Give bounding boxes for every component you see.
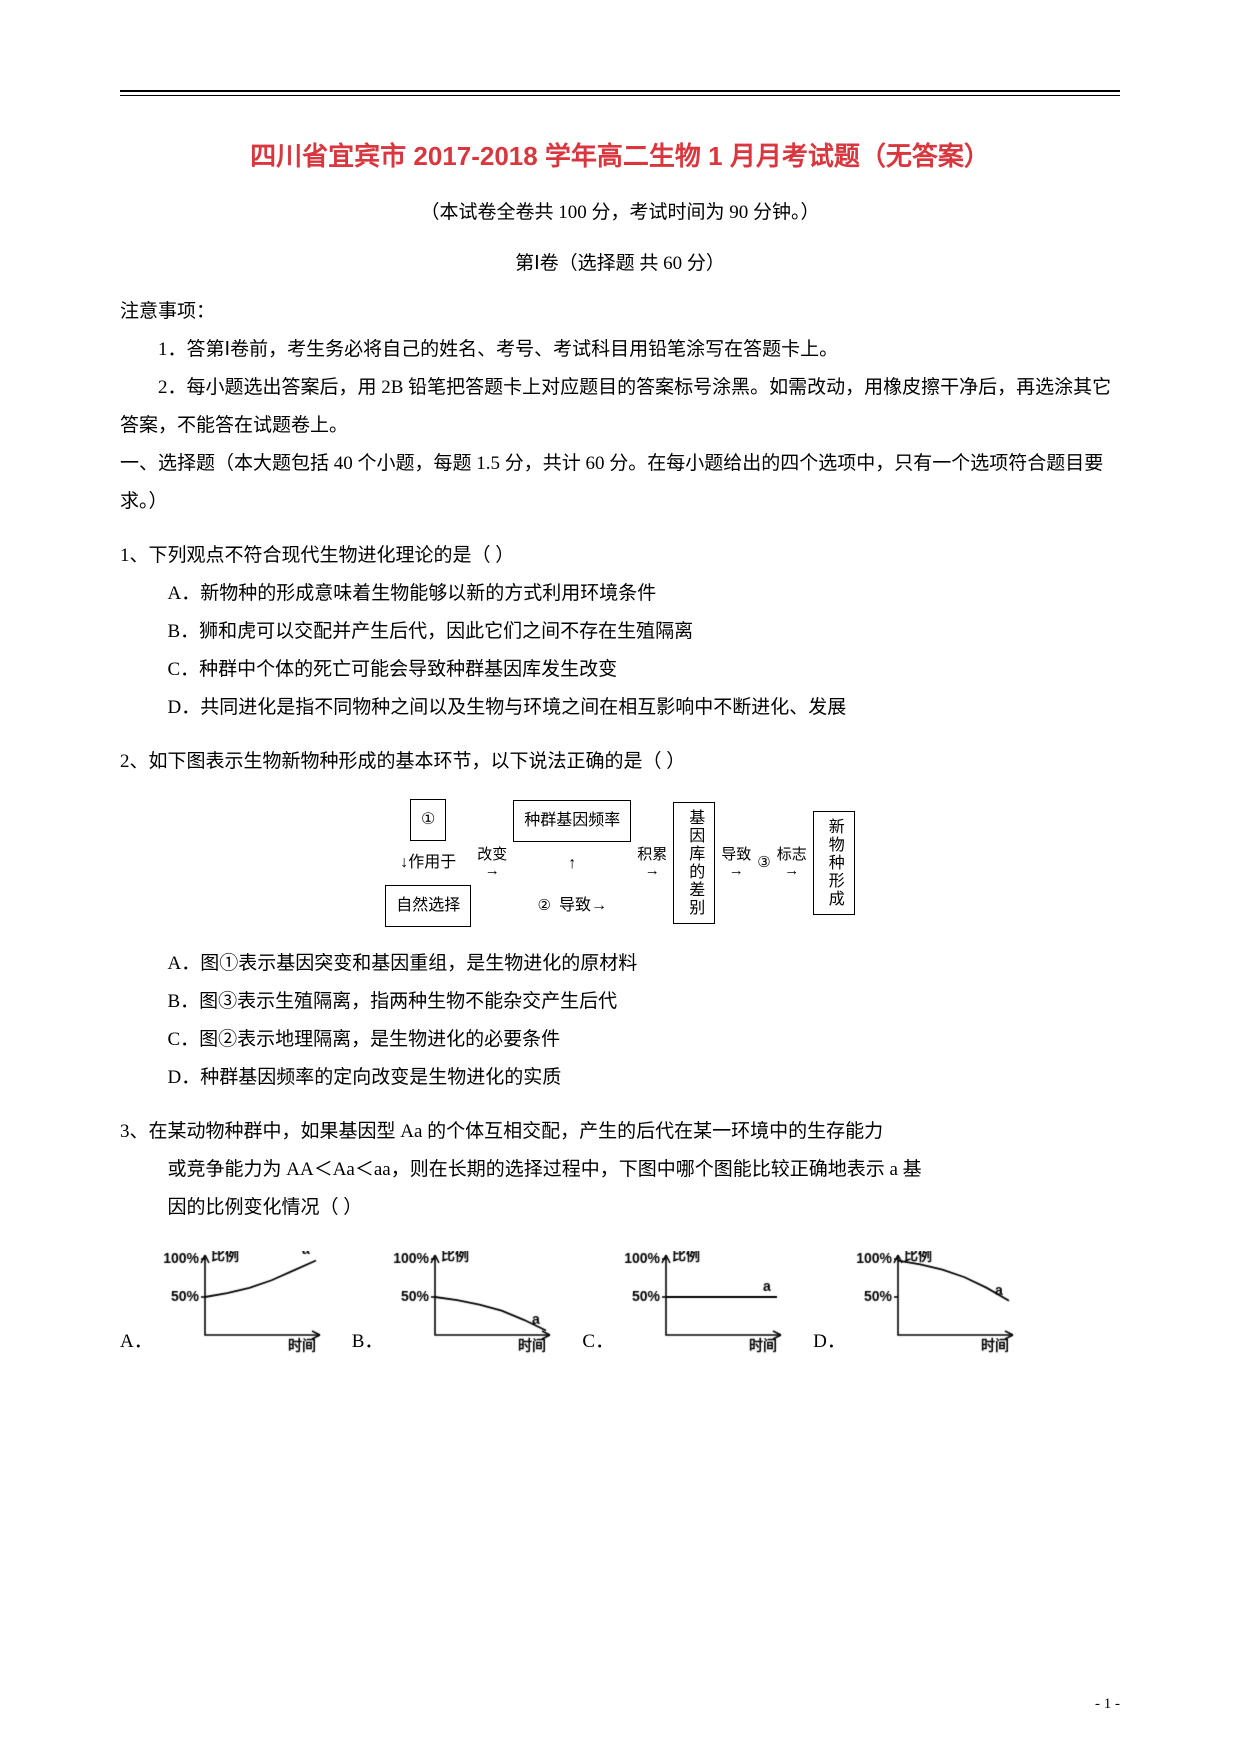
right-arrow-icon: → [784,863,799,880]
chart-D-canvas [852,1251,1017,1361]
q3-label-D: D． [813,1323,846,1361]
top-rule [120,90,1120,96]
q1-optA: A．新物种的形成意味着生物能够以新的方式利用环境条件 [120,575,1120,613]
chart-C-canvas [620,1251,785,1361]
diagram-box-gene-freq: 种群基因频率 [513,800,631,842]
q3-charts: A． B． C． D． [120,1251,1120,1361]
arrow-lead-label: 导致 [559,897,591,914]
q3-chart-C: C． [582,1251,785,1361]
q2-optB: B．图③表示生殖隔离，指两种生物不能杂交产生后代 [120,983,1120,1021]
diagram-box-1: ① [410,799,446,841]
q3-stem-3: 因的比例变化情况（ ） [120,1189,1120,1227]
q3-chart-A: A． [120,1251,324,1361]
question-2: 2、如下图表示生物新物种形成的基本环节，以下说法正确的是（ ） ① ↓作用于 自… [120,743,1120,1097]
q3-stem-2: 或竞争能力为 AA＜Aa＜aa，则在长期的选择过程中，下图中哪个图能比较正确地表… [120,1151,1120,1189]
diagram-center-row: ② 导致→ [528,886,617,926]
q3-label-A: A． [120,1323,153,1361]
diagram-box-gene-pool: 基因库的差别 [673,802,715,924]
diagram-box-new-species: 新物种形成 [813,811,855,915]
page-title: 四川省宜宾市 2017-2018 学年高二生物 1 月月考试题（无答案） [120,136,1120,173]
right-arrow-icon: → [729,863,744,880]
q2-optD: D．种群基因频率的定向改变是生物进化的实质 [120,1059,1120,1097]
question-3: 3、在某动物种群中，如果基因型 Aa 的个体互相交配，产生的后代在某一环境中的生… [120,1113,1120,1361]
circled-2: ② [538,898,551,914]
question-1: 1、下列观点不符合现代生物进化理论的是（ ） A．新物种的形成意味着生物能够以新… [120,537,1120,727]
arrow-change: 改变→ [477,847,507,880]
diagram-box-natural-selection: 自然选择 [385,885,471,927]
right-arrow-icon: → [485,863,500,880]
up-arrow-icon: ↑ [568,848,576,880]
diagram-label-actson: 作用于 [408,854,456,871]
q1-optB: B．狮和虎可以交配并产生后代，因此它们之间不存在生殖隔离 [120,613,1120,651]
q1-stem: 1、下列观点不符合现代生物进化理论的是（ ） [120,537,1120,575]
circled-3: ③ [757,848,770,878]
page-number: - 1 - [1095,1696,1120,1713]
q2-stem: 2、如下图表示生物新物种形成的基本环节，以下说法正确的是（ ） [120,743,1120,781]
arrow-lead: 导致→ [721,847,751,880]
instructions: 一、选择题（本大题包括 40 个小题，每题 1.5 分，共计 60 分。在每小题… [120,445,1120,521]
chart-B-canvas [389,1251,554,1361]
q3-chart-D: D． [813,1251,1017,1361]
subtitle: （本试卷全卷共 100 分，考试时间为 90 分钟。） [120,197,1120,224]
chart-A-canvas [159,1251,324,1361]
right-arrow-icon: → [645,863,660,880]
q3-stem-1: 3、在某动物种群中，如果基因型 Aa 的个体互相交配，产生的后代在某一环境中的生… [120,1113,1120,1151]
q3-label-B: B． [352,1323,384,1361]
arrow-accumulate: 积累→ [637,847,667,880]
section-label: 第Ⅰ卷（选择题 共 60 分） [120,248,1120,275]
q2-diagram: ① ↓作用于 自然选择 改变→ 种群基因频率 ↑ ② 导致→ 积累→ 基因库的差… [120,799,1120,927]
q1-optD: D．共同进化是指不同物种之间以及生物与环境之间在相互影响中不断进化、发展 [120,689,1120,727]
q1-optC: C．种群中个体的死亡可能会导致种群基因库发生改变 [120,651,1120,689]
notice-2: 2．每小题选出答案后，用 2B 铅笔把答题卡上对应题目的答案标号涂黑。如需改动，… [120,369,1120,445]
arrow-flag: 标志→ [777,847,807,880]
q2-optC: C．图②表示地理隔离，是生物进化的必要条件 [120,1021,1120,1059]
notice-1: 1．答第Ⅰ卷前，考生务必将自己的姓名、考号、考试科目用铅笔涂写在答题卡上。 [120,331,1120,369]
notice-heading: 注意事项： [120,293,1120,331]
q2-optA: A．图①表示基因突变和基因重组，是生物进化的原材料 [120,945,1120,983]
q3-label-C: C． [582,1323,614,1361]
q3-chart-B: B． [352,1251,555,1361]
down-arrow-icon: ↓作用于 [400,847,456,879]
